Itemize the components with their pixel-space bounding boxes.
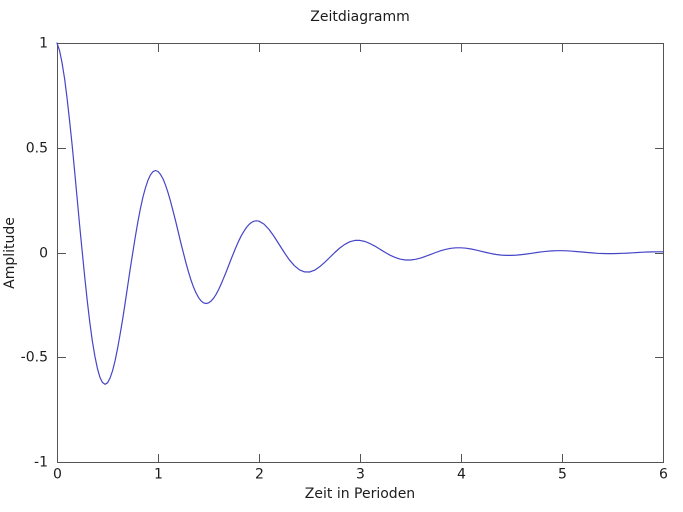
x-tick-label: 0 — [53, 467, 62, 483]
x-axis-label: Zeit in Perioden — [304, 486, 416, 502]
chart-title: Zeitdiagramm — [310, 9, 410, 25]
x-tick-label: 4 — [457, 467, 466, 483]
y-tick-label: 1 — [39, 36, 48, 52]
signal-curve — [56, 42, 664, 385]
plot-frame — [57, 43, 664, 463]
y-tick-label: -0.5 — [21, 350, 48, 366]
x-tick-label: 2 — [255, 467, 264, 483]
y-tick-label: 0 — [39, 246, 48, 262]
x-tick-label: 1 — [154, 467, 163, 483]
y-tick-label: -1 — [34, 455, 48, 471]
x-tick-label: 5 — [558, 467, 567, 483]
y-tick-label: 0.5 — [26, 141, 48, 157]
x-tick-label: 6 — [659, 467, 668, 483]
x-tick-label: 3 — [356, 467, 365, 483]
